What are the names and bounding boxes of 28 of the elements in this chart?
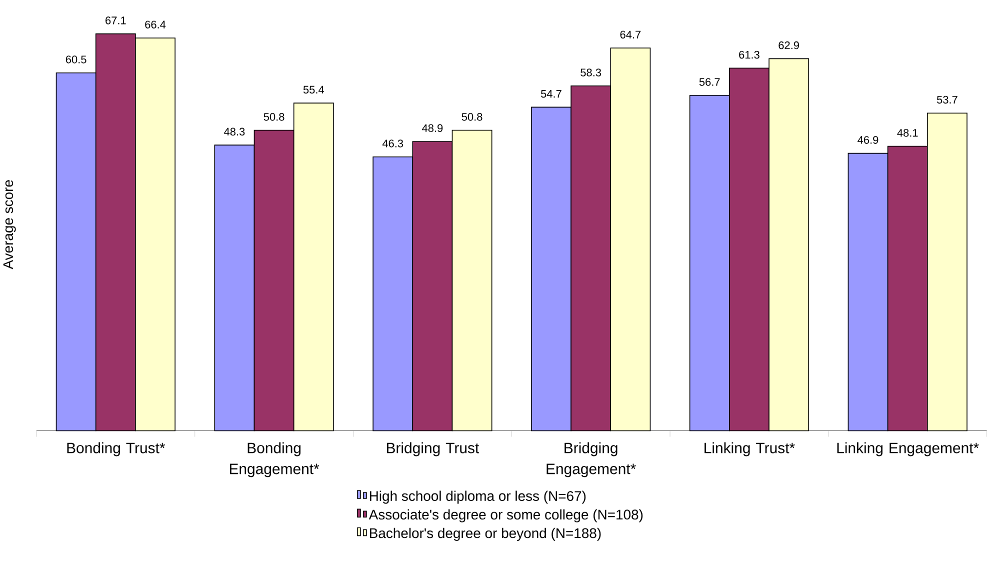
y-axis-title: Average score bbox=[3, 180, 16, 270]
data-label: 67.1 bbox=[106, 16, 126, 24]
x-tick-label: Linking Engagement* bbox=[837, 442, 979, 456]
data-label: 61.3 bbox=[739, 50, 760, 58]
data-label: 53.7 bbox=[936, 96, 958, 104]
data-label: 54.7 bbox=[541, 90, 562, 98]
data-label: 56.7 bbox=[699, 78, 720, 86]
data-label: 48.3 bbox=[224, 128, 245, 136]
data-label: 50.8 bbox=[264, 112, 284, 121]
x-tick-label: Bonding Trust* bbox=[67, 442, 166, 456]
data-label: 48.9 bbox=[422, 124, 443, 132]
data-label: 66.4 bbox=[145, 20, 166, 28]
x-tick-label: Bridging Engagement* bbox=[546, 442, 636, 477]
data-label: 55.4 bbox=[303, 86, 324, 94]
data-label: 46.9 bbox=[858, 136, 878, 144]
x-tick-label: Bridging Trust bbox=[386, 442, 480, 456]
data-label: 58.3 bbox=[580, 68, 602, 76]
x-tick-label: Linking Trust* bbox=[704, 442, 795, 456]
data-label: 64.7 bbox=[620, 30, 641, 38]
data-label: 50.8 bbox=[462, 112, 482, 121]
legend-label: High school diploma or less (N=67) bbox=[370, 490, 586, 504]
data-label: 60.5 bbox=[66, 55, 86, 64]
data-label: 48.1 bbox=[897, 128, 918, 137]
data-label: 62.9 bbox=[778, 41, 799, 49]
legend-label: Associate's degree or some college (N=108) bbox=[368, 509, 643, 522]
data-label: 46.3 bbox=[382, 139, 404, 148]
legend-label: Bachelor's degree or beyond (N=188) bbox=[370, 528, 601, 541]
x-tick-label: Bonding Engagement* bbox=[230, 442, 320, 477]
